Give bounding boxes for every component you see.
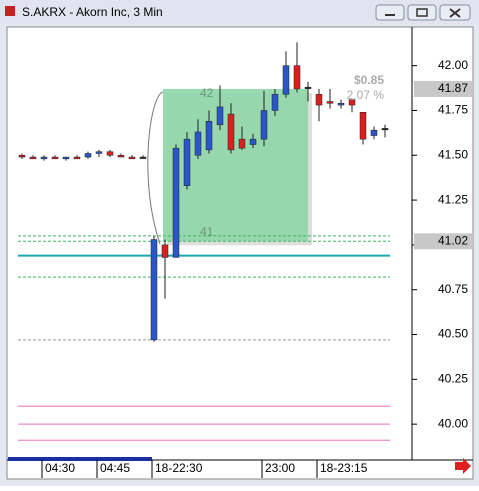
price-marker: [414, 233, 473, 250]
candle-body: [128, 156, 136, 160]
candle-body: [293, 65, 301, 90]
y-tick-label: 41.75: [438, 103, 468, 117]
candle-body: [51, 156, 59, 160]
candle-body: [216, 106, 224, 126]
app-icon: [5, 6, 15, 16]
candle-body: [84, 153, 92, 158]
candle-body: [315, 94, 323, 106]
candle-body: [73, 156, 81, 160]
price-marker-label: 41.02: [438, 233, 468, 247]
candle-body: [337, 103, 345, 106]
candle-body: [183, 138, 191, 186]
scroll-arrow[interactable]: [455, 458, 471, 474]
candle-body: [260, 110, 268, 140]
close-icon: [449, 8, 461, 18]
candle-body: [238, 138, 246, 149]
candle-body: [40, 156, 48, 160]
candle-body: [194, 131, 202, 156]
price-marker: [414, 80, 473, 97]
maximize-icon: [416, 8, 428, 17]
scroll-indicator: [8, 457, 152, 461]
minimize-button[interactable]: [375, 4, 405, 21]
candle-body: [304, 86, 312, 89]
candle-body: [359, 111, 367, 140]
candle-body: [139, 156, 147, 159]
window-title: S.AKRX - Akorn Inc, 3 Min: [22, 5, 163, 19]
box-bottom-label: 41: [200, 224, 214, 238]
maximize-button[interactable]: [407, 4, 437, 21]
x-tick-label: 04:45: [100, 461, 130, 475]
candle-body: [249, 138, 257, 145]
candle-body: [29, 156, 37, 160]
y-tick-label: 40.75: [438, 282, 468, 296]
candle-body: [62, 156, 70, 160]
x-tick-label: 04:30: [45, 461, 75, 475]
y-tick-label: 40.50: [438, 327, 468, 341]
y-tick-label: 41.25: [438, 192, 468, 206]
box-arc: [147, 91, 164, 245]
y-tick-label: 41.50: [438, 147, 468, 161]
candle-body: [117, 155, 125, 158]
candle-body: [205, 120, 213, 151]
y-tick-label: 42.00: [438, 58, 468, 72]
annotation: 2.07 %: [347, 88, 385, 102]
x-tick-label: 18-23:15: [320, 461, 368, 475]
candle-body: [381, 128, 389, 131]
candle-body: [106, 151, 114, 156]
x-tick-label: 18-22:30: [155, 461, 203, 475]
candle-body: [172, 147, 180, 258]
candle-body: [95, 151, 103, 154]
box-top-label: 42: [200, 86, 214, 100]
candle-body: [161, 244, 169, 258]
candle-body: [150, 239, 158, 341]
candle-body: [271, 94, 279, 111]
candle-body: [282, 65, 290, 95]
candle-body: [18, 155, 26, 158]
x-tick-label: 23:00: [265, 461, 295, 475]
y-tick-label: 40.25: [438, 372, 468, 386]
price-marker-label: 41.87: [438, 81, 468, 95]
candle-body: [227, 113, 235, 151]
candle-body: [326, 101, 334, 104]
candle-body: [370, 129, 378, 136]
annotation: $0.85: [354, 73, 384, 87]
candle-body: [348, 99, 356, 106]
y-tick-label: 40.00: [438, 416, 468, 430]
